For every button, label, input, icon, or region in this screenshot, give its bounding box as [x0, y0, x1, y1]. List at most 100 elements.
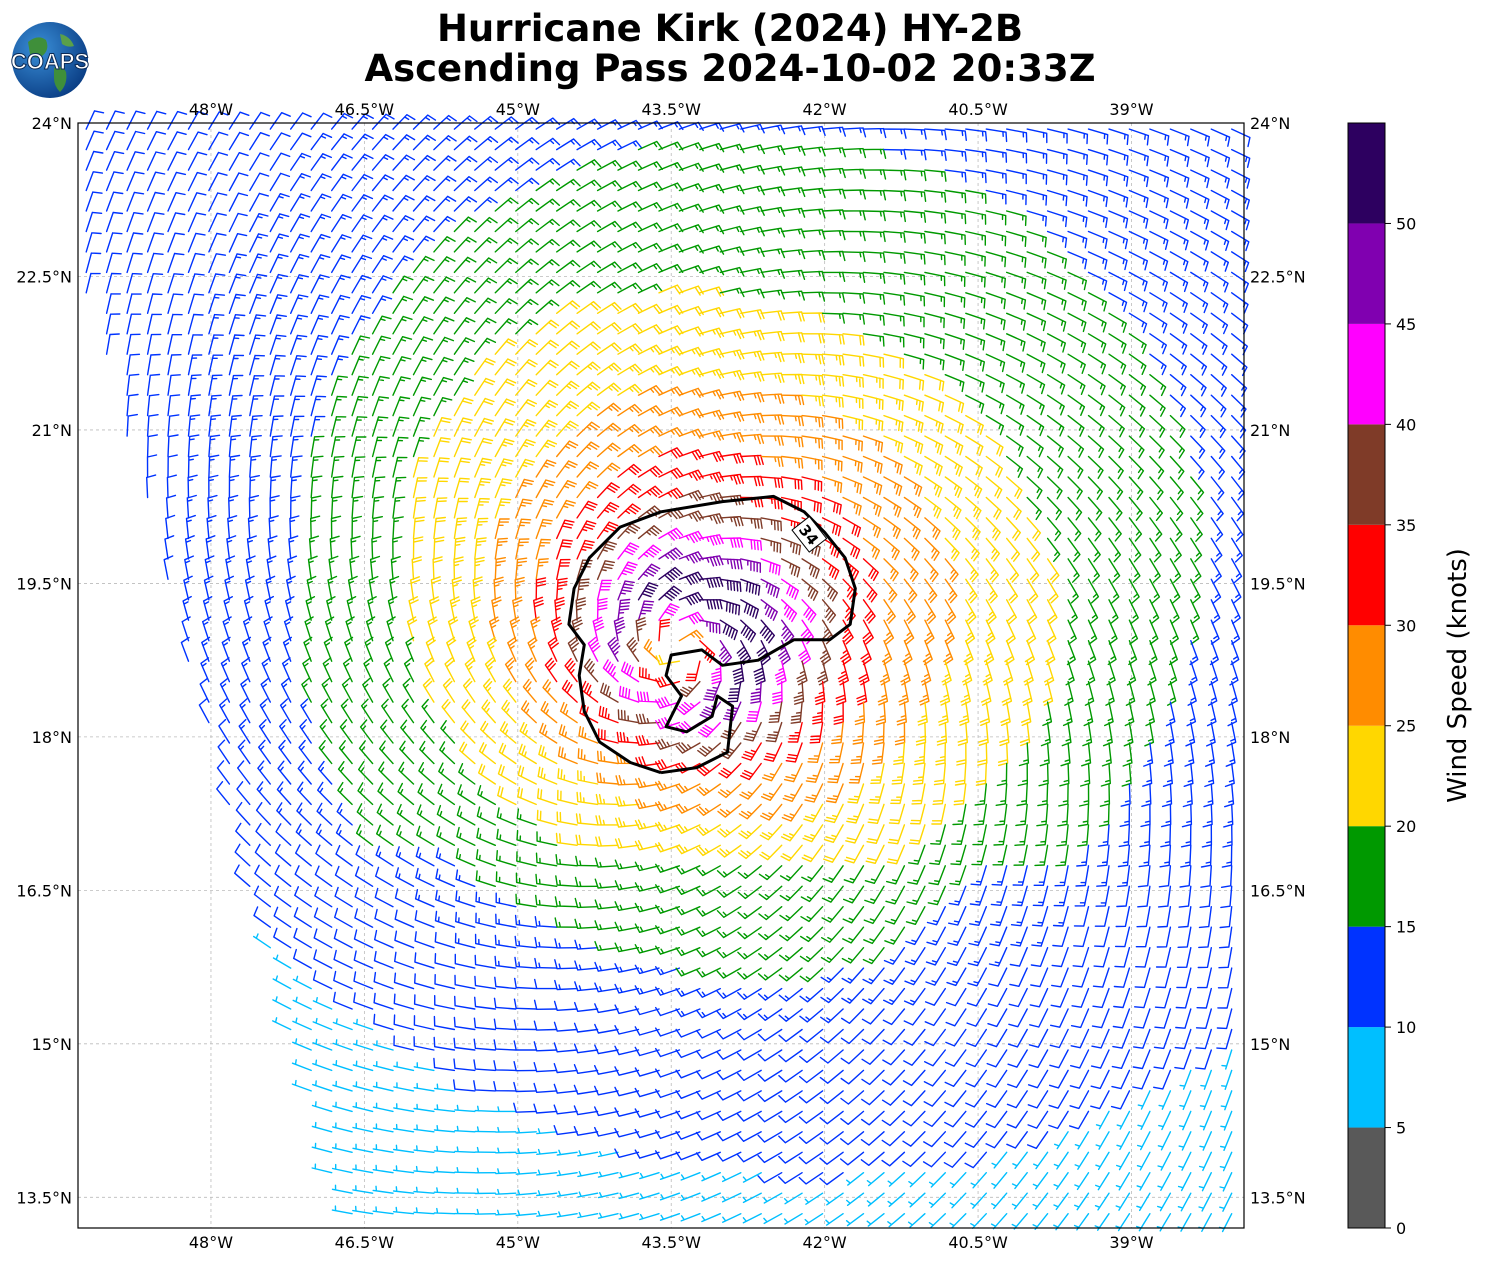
- wind-barb: [1166, 680, 1177, 706]
- wind-barb: [801, 394, 825, 407]
- wind-barb: [1067, 374, 1086, 395]
- wind-barb: [258, 719, 271, 744]
- wind-barb: [1220, 885, 1233, 909]
- wind-barb: [237, 739, 251, 765]
- wind-barb: [1082, 721, 1093, 747]
- wind-barb: [146, 171, 166, 192]
- wind-barb: [1162, 762, 1173, 787]
- wind-barb: [433, 1145, 456, 1153]
- wind-barb: [1117, 844, 1131, 868]
- colorbar-frame: [1347, 122, 1386, 1229]
- wind-barb: [907, 865, 926, 885]
- wind-barb: [1006, 230, 1027, 247]
- wind-barb: [821, 435, 843, 451]
- wind-barb: [1158, 1110, 1172, 1131]
- wind-barb: [883, 394, 904, 411]
- wind-barb: [902, 640, 913, 666]
- wind-barb: [1016, 783, 1028, 807]
- wind-barb: [371, 133, 395, 151]
- lon-tick-label-top: 39°W: [1109, 100, 1153, 119]
- wind-barb: [841, 987, 865, 1004]
- wind-barb: [1090, 1069, 1110, 1090]
- wind-barb: [1169, 271, 1189, 293]
- wind-barb: [167, 110, 188, 130]
- colorbar-tick-label: 10: [1396, 1018, 1416, 1037]
- wind-barb: [762, 762, 783, 782]
- wind-barb: [392, 436, 409, 458]
- wind-barb: [903, 1008, 926, 1026]
- wind-barb: [352, 1102, 374, 1113]
- wind-barb: [228, 374, 244, 396]
- wind-barb: [924, 333, 945, 350]
- wind-barb: [433, 1104, 456, 1113]
- wind-barb: [433, 1187, 456, 1194]
- wind-barb: [965, 435, 984, 456]
- wind-barb: [556, 539, 573, 560]
- wind-barb: [944, 230, 966, 246]
- wind-barb: [639, 1172, 660, 1180]
- wind-barb: [774, 660, 787, 686]
- wind-barb: [287, 555, 298, 580]
- wind-barb: [757, 1172, 783, 1184]
- wind-barb: [396, 825, 415, 846]
- wind-barb: [862, 476, 883, 496]
- lon-tick-label-top: 40.5°W: [948, 100, 1008, 119]
- wind-barb: [556, 138, 581, 151]
- wind-barb: [699, 122, 725, 132]
- wind-barb: [412, 516, 425, 540]
- wind-barb: [805, 762, 824, 783]
- wind-barb: [594, 982, 619, 993]
- wind-barb: [757, 967, 783, 981]
- wind-barb: [253, 933, 271, 949]
- wind-barb: [413, 1165, 435, 1174]
- wind-barb: [614, 1148, 640, 1158]
- wind-barb: [634, 1087, 660, 1098]
- wind-barb: [1114, 947, 1131, 968]
- wind-barb: [1190, 169, 1210, 189]
- wind-barb: [799, 1008, 824, 1023]
- wind-barb: [536, 831, 558, 846]
- wind-barb: [783, 762, 803, 783]
- wind-barb: [801, 229, 826, 240]
- wind-barb: [1200, 844, 1212, 868]
- wind-barb: [634, 964, 660, 975]
- wind-barb: [269, 172, 291, 192]
- wind-barb: [917, 701, 928, 726]
- wind-barb: [272, 954, 292, 969]
- wind-barb: [248, 495, 260, 519]
- wind-barb: [392, 215, 415, 233]
- wind-barb: [392, 134, 416, 151]
- wind-barb: [547, 636, 559, 662]
- wind-barb: [392, 235, 415, 253]
- wind-barb: [535, 259, 560, 274]
- wind-barb: [1026, 210, 1047, 227]
- wind-barb: [862, 230, 886, 243]
- wind-barb: [782, 783, 803, 802]
- wind-barb: [396, 803, 415, 826]
- wind-barb: [1223, 803, 1234, 828]
- wind-barb: [655, 759, 681, 771]
- wind-barb: [1026, 292, 1047, 311]
- wind-barb: [760, 558, 781, 576]
- wind-barb: [436, 804, 456, 826]
- wind-barb: [1128, 394, 1146, 417]
- wind-barb: [392, 315, 413, 335]
- wind-barb: [1019, 721, 1031, 747]
- wind-barb: [146, 273, 164, 294]
- wind-barb: [781, 352, 805, 364]
- wind-barb: [513, 1102, 537, 1113]
- wind-barb: [801, 435, 824, 449]
- wind-barb: [535, 852, 558, 867]
- wind-barb: [371, 416, 389, 437]
- wind-barb: [985, 271, 1006, 289]
- wind-barb: [394, 930, 415, 949]
- wind-barb: [453, 556, 464, 580]
- wind-barb: [371, 335, 392, 355]
- wind-barb: [475, 849, 496, 867]
- wind-barb: [435, 889, 456, 908]
- wind-barb: [760, 227, 786, 238]
- wind-barb: [1036, 803, 1049, 827]
- wind-barb: [249, 314, 267, 335]
- wind-barb: [577, 1212, 599, 1219]
- wind-barb: [617, 262, 643, 274]
